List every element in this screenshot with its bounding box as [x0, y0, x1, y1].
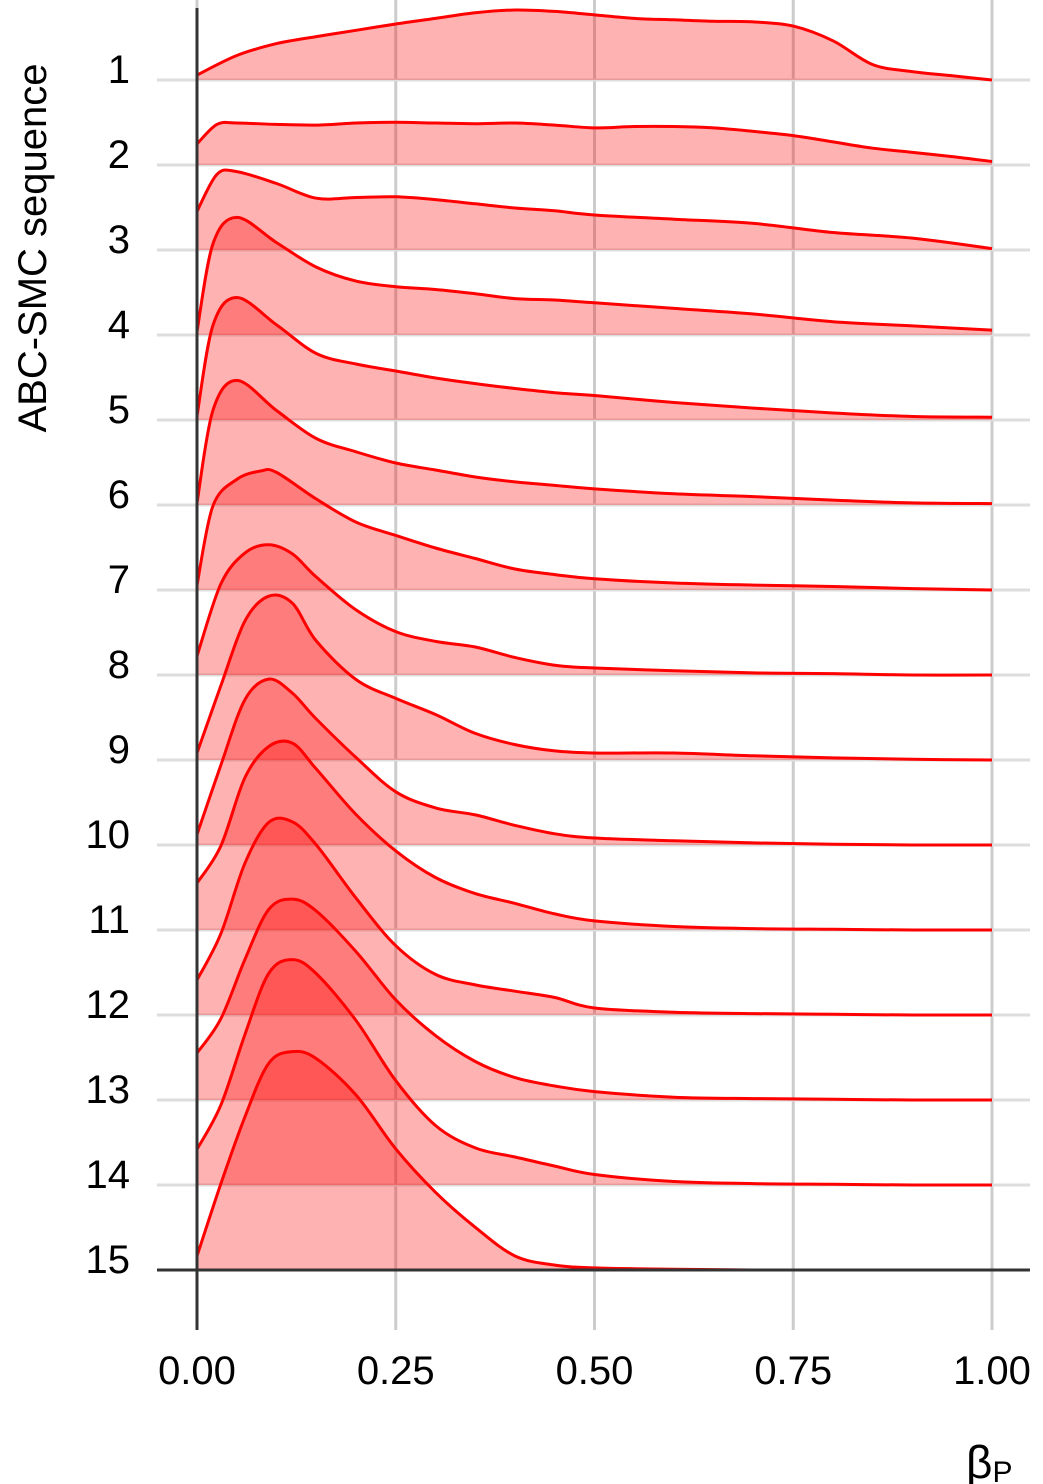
y-tick-label-8: 8 — [108, 643, 130, 687]
ridge-line-10 — [195, 677, 993, 847]
y-tick-label-11: 11 — [88, 898, 130, 942]
ridge-area-12 — [197, 818, 992, 1016]
ridge-line-13 — [195, 897, 993, 1102]
x-tick-label-3: 0.75 — [754, 1349, 832, 1393]
ridge-line-5 — [195, 295, 993, 419]
y-tick-label-1: 1 — [108, 48, 130, 92]
ridge-area-4 — [197, 217, 992, 335]
ridge-line-2 — [195, 120, 993, 163]
ridge-area-1 — [197, 9, 992, 80]
y-tick-label-13: 13 — [86, 1068, 131, 1112]
ridge-line-4 — [195, 215, 993, 332]
ridge-area-11 — [197, 741, 992, 931]
ridge-line-7 — [195, 467, 993, 592]
ridge-line-3 — [195, 168, 993, 251]
x-axis-title: βP — [966, 1436, 1012, 1484]
ridge-area-8 — [197, 544, 992, 676]
x-tick-label-0: 0.00 — [158, 1349, 236, 1393]
y-tick-label-12: 12 — [86, 983, 131, 1027]
x-axis-title-subscript: P — [992, 1456, 1012, 1484]
x-axis-title-symbol: β — [966, 1436, 992, 1484]
ridge-line-12 — [195, 816, 993, 1017]
ridge-line-14 — [195, 958, 993, 1187]
density-ridges — [195, 8, 993, 1272]
y-tick-label-6: 6 — [108, 473, 130, 517]
y-tick-label-3: 3 — [108, 218, 130, 262]
y-tick-label-10: 10 — [86, 813, 131, 857]
ridge-area-10 — [197, 678, 992, 846]
x-tick-labels: 0.00 0.25 0.50 0.75 1.00 — [158, 1349, 1031, 1393]
y-tick-label-14: 14 — [86, 1153, 131, 1197]
y-tick-label-4: 4 — [108, 303, 130, 347]
x-tick-label-4: 1.00 — [953, 1349, 1031, 1393]
ridge-line-8 — [195, 543, 993, 677]
x-tick-label-2: 0.50 — [556, 1349, 634, 1393]
y-tick-label-2: 2 — [108, 133, 130, 177]
ridge-area-2 — [197, 122, 992, 165]
y-tick-label-5: 5 — [108, 388, 130, 432]
y-tick-label-15: 15 — [86, 1238, 131, 1282]
ridge-area-14 — [197, 959, 992, 1186]
ridge-area-13 — [197, 899, 992, 1101]
ridge-area-7 — [197, 469, 992, 590]
ridge-area-6 — [197, 380, 992, 505]
ridge-line-11 — [195, 739, 993, 932]
x-tick-label-1: 0.25 — [357, 1349, 435, 1393]
ridge-area-15 — [197, 1051, 992, 1271]
ridge-area-5 — [197, 297, 992, 420]
y-tick-label-7: 7 — [108, 558, 130, 602]
y-tick-label-9: 9 — [108, 728, 130, 772]
ridge-area-3 — [197, 169, 992, 250]
y-axis-title: ABC-SMC sequence — [11, 63, 55, 432]
ridge-line-6 — [195, 378, 993, 506]
ridge-line-9 — [195, 593, 993, 762]
ridge-area-9 — [197, 594, 992, 760]
ridge-line-1 — [196, 8, 993, 82]
